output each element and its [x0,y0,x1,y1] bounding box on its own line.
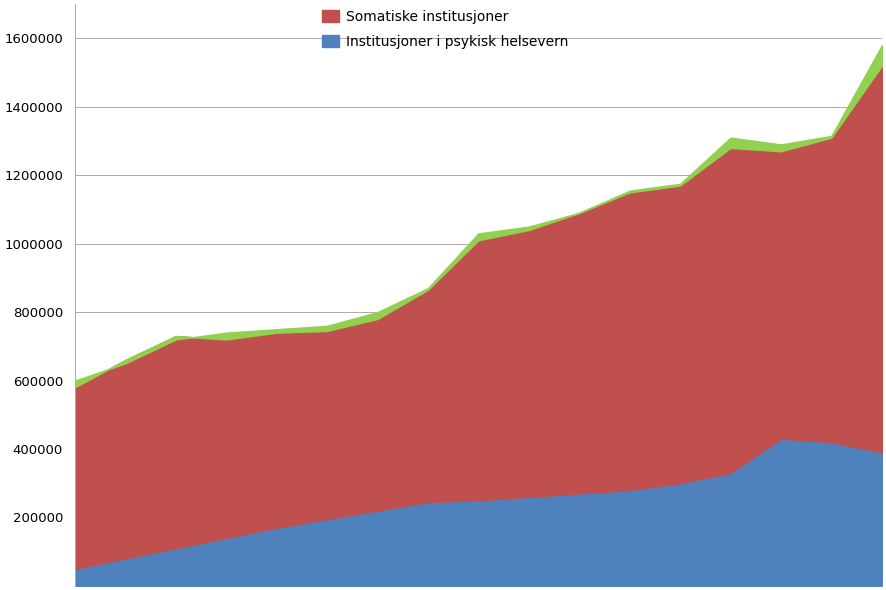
Legend: Somatiske institusjoner, Institusjoner i psykisk helsevern: Somatiske institusjoner, Institusjoner i… [317,4,574,54]
